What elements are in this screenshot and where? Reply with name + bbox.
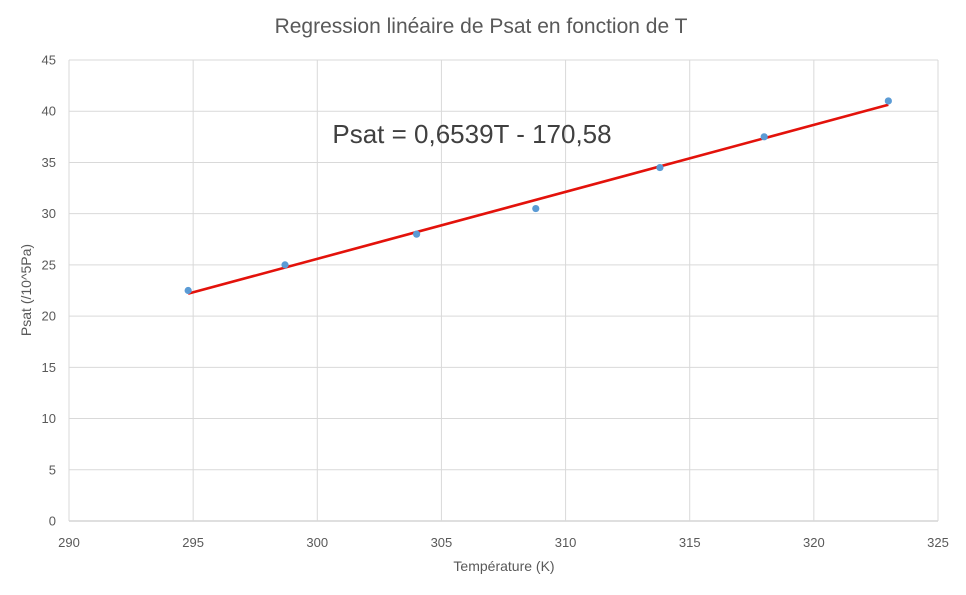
- y-tick-label: 15: [42, 360, 56, 375]
- y-tick-label: 0: [49, 514, 56, 529]
- x-tick-label: 310: [555, 535, 577, 550]
- y-tick-label: 45: [42, 53, 56, 68]
- y-tick-label: 25: [42, 257, 56, 272]
- y-tick-label: 20: [42, 309, 56, 324]
- chart-title: Regression linéaire de Psat en fonction …: [275, 15, 688, 38]
- y-tick-label: 5: [49, 462, 56, 477]
- x-tick-label: 305: [431, 535, 453, 550]
- x-tick-label: 290: [58, 535, 80, 550]
- trendline-equation: Psat = 0,6539T - 170,58: [332, 119, 611, 149]
- grid: [68, 59, 939, 522]
- y-axis-label: Psat (/10^5Pa): [18, 244, 34, 336]
- data-points: [184, 97, 892, 295]
- tick-labels: 0 5 10 15 20 25 30 35 40 45 290 295 300 305 310 315 320 3…: [42, 53, 949, 551]
- x-tick-label: 325: [927, 535, 949, 550]
- y-tick-label: 10: [42, 411, 56, 426]
- y-tick-label: 30: [42, 206, 56, 221]
- data-point: [656, 163, 664, 172]
- trendline: [187, 103, 889, 295]
- trendline-group: [187, 103, 889, 295]
- data-point: [760, 133, 768, 141]
- data-point: [532, 204, 540, 213]
- x-tick-label: 300: [306, 535, 328, 550]
- data-point: [413, 230, 421, 238]
- y-tick-label: 40: [42, 104, 56, 119]
- data-point: [184, 286, 192, 295]
- x-tick-label: 315: [679, 535, 701, 550]
- x-tick-label: 320: [803, 535, 825, 550]
- x-axis-label: Température (K): [453, 558, 554, 574]
- x-tick-label: 295: [182, 535, 204, 550]
- y-tick-label: 35: [42, 155, 56, 170]
- data-point: [281, 261, 289, 269]
- data-point: [884, 97, 892, 105]
